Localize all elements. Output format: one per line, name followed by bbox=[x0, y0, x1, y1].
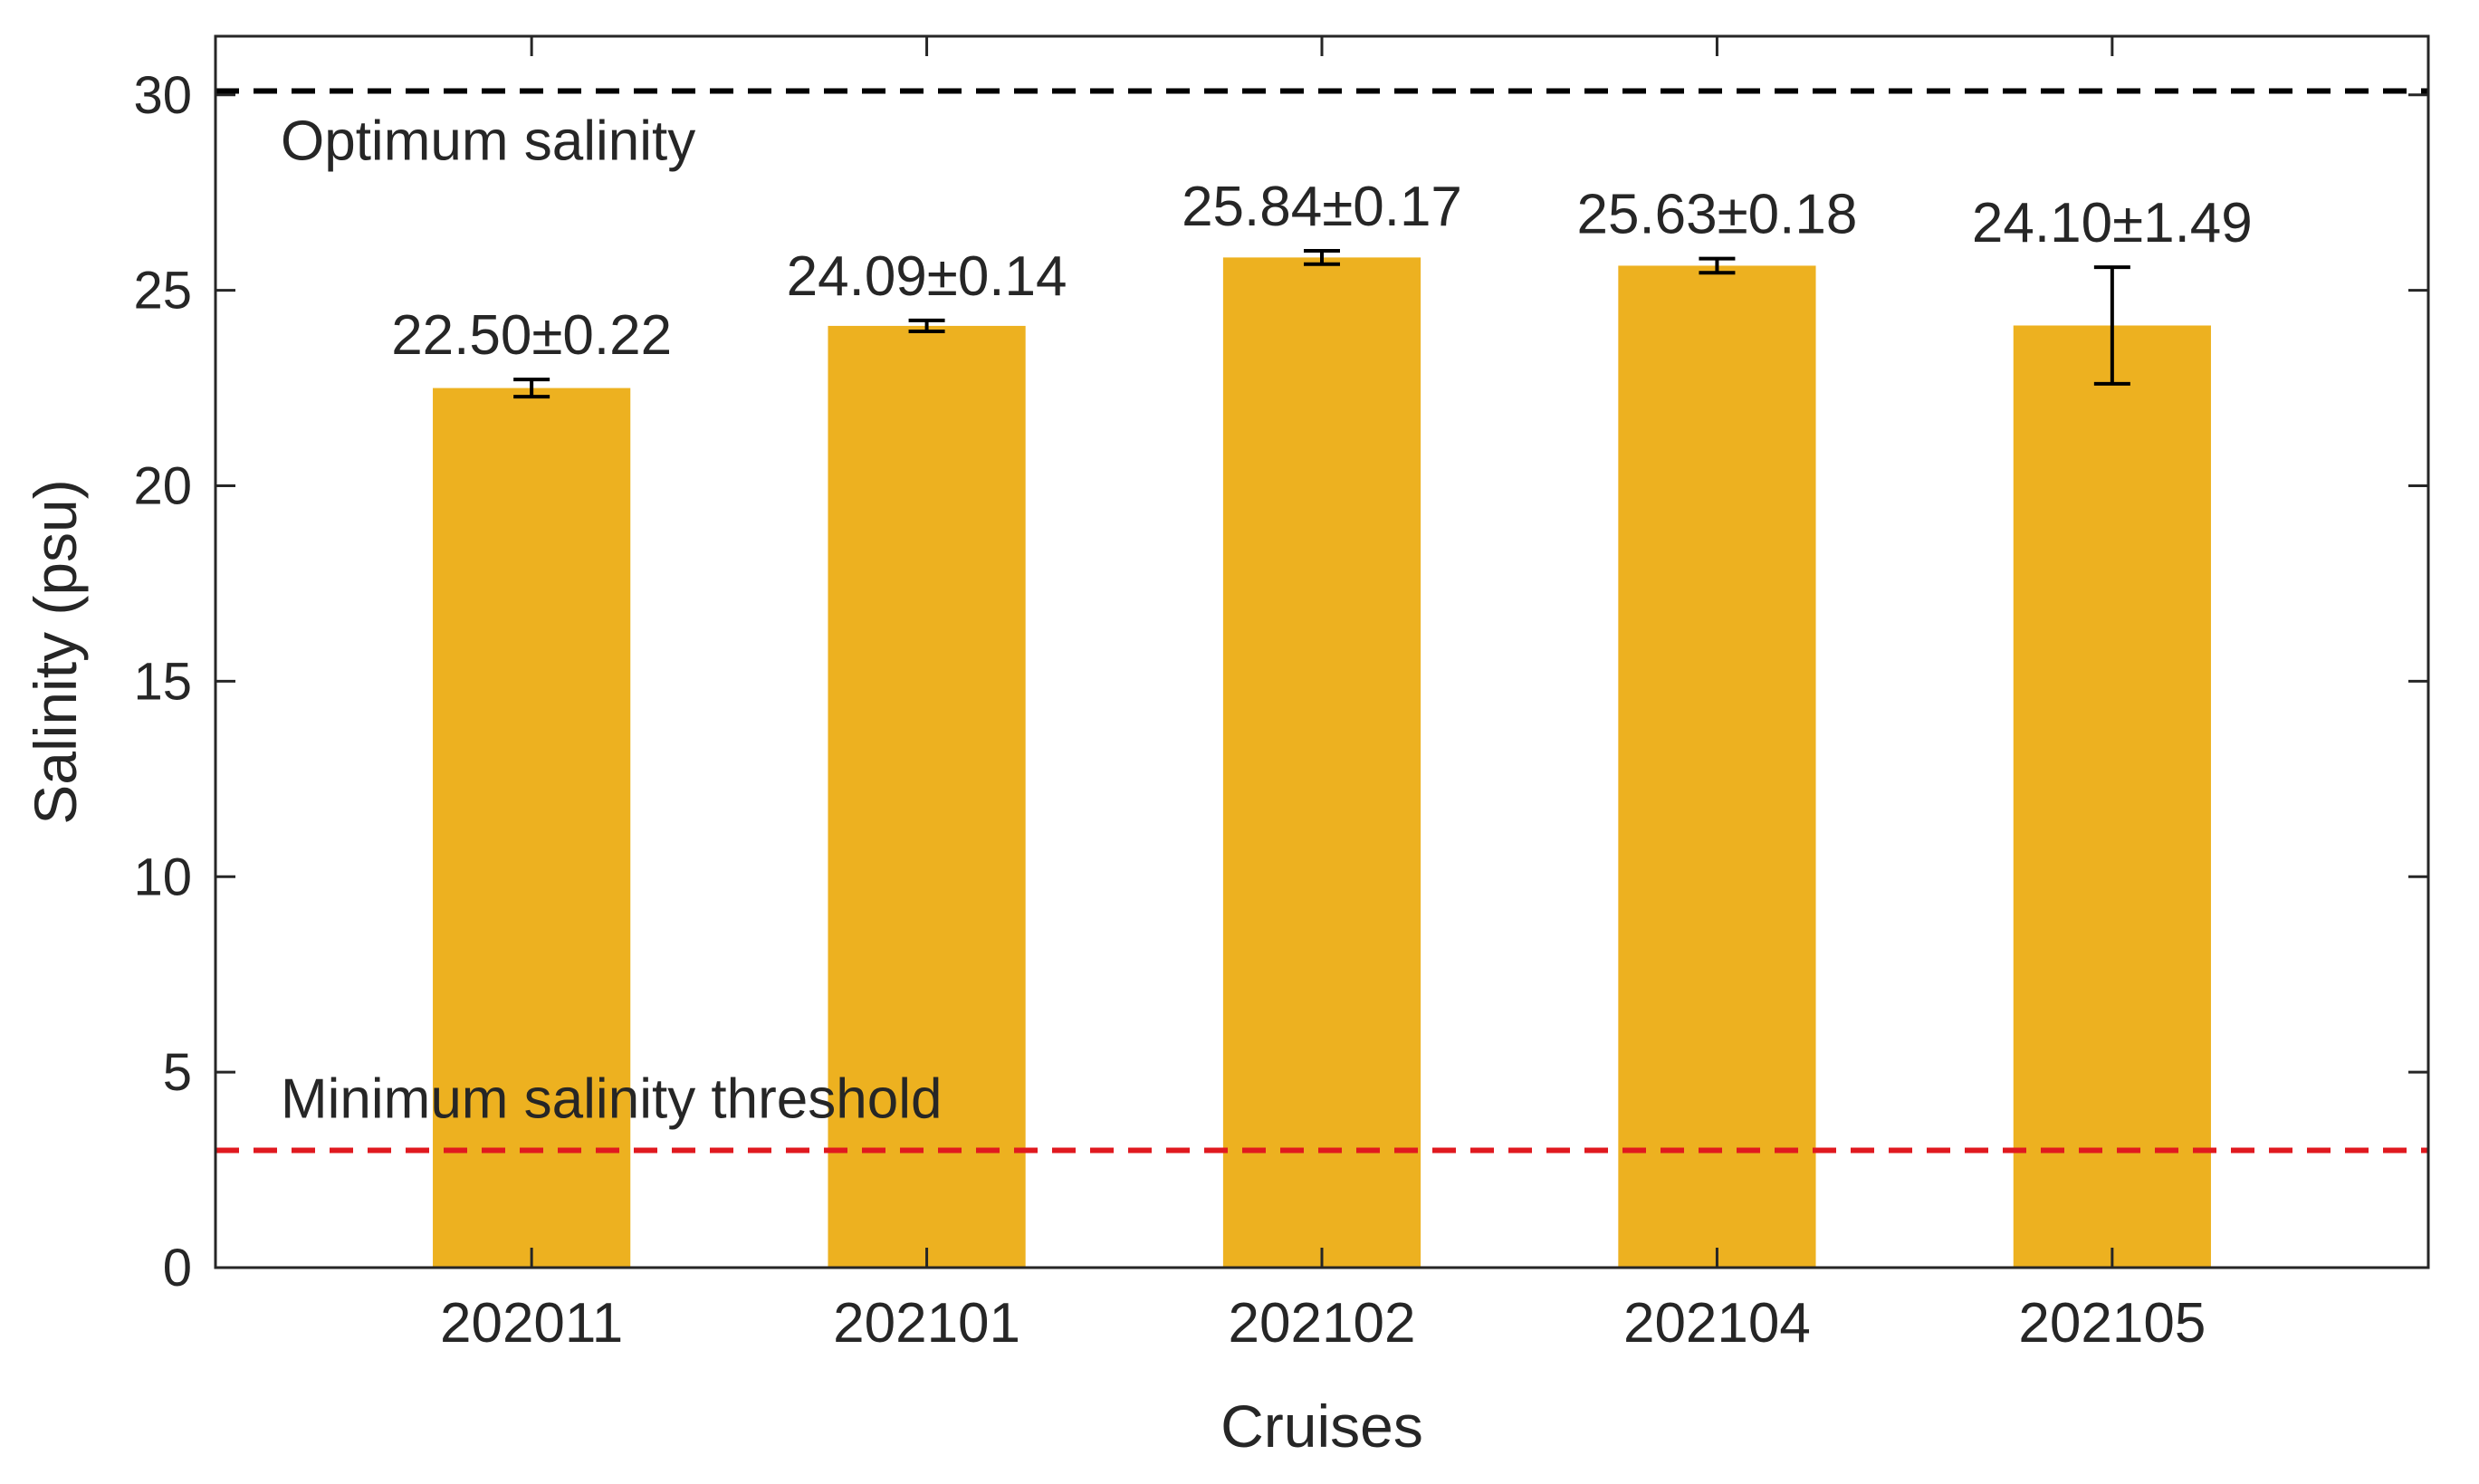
reference-label-optimum: Optimum salinity bbox=[281, 110, 695, 172]
y-tick-label-5: 5 bbox=[163, 1043, 192, 1102]
data-label-202011: 22.50±0.22 bbox=[391, 304, 672, 367]
reference-lines-group bbox=[215, 88, 2428, 1154]
x-axis-title: Cruises bbox=[1220, 1393, 1423, 1460]
data-label-202104: 25.63±0.18 bbox=[1576, 184, 1857, 246]
bar-202102 bbox=[1222, 257, 1421, 1268]
bar-202101 bbox=[828, 325, 1026, 1268]
axes-group: 0 5 10 15 20 25 30 202011 202101 202102 202104 2021… bbox=[133, 34, 2430, 1355]
data-label-202102: 25.84±0.17 bbox=[1182, 176, 1462, 238]
bar-202011 bbox=[433, 388, 631, 1269]
x-tick-label-202105: 202105 bbox=[2018, 1292, 2206, 1355]
labels-group: 22.50±0.22 24.09±0.14 25.84±0.17 25.63±0.18… bbox=[22, 110, 2253, 1460]
y-tick-label-10: 10 bbox=[133, 847, 192, 906]
x-tick-label-202011: 202011 bbox=[440, 1292, 623, 1355]
bar-202104 bbox=[1618, 265, 1816, 1268]
reference-label-minimum: Minimum salinity threshold bbox=[281, 1068, 942, 1130]
y-tick-label-15: 15 bbox=[133, 652, 192, 711]
data-label-202105: 24.10±1.49 bbox=[1972, 192, 2253, 254]
data-label-202101: 24.09±0.14 bbox=[787, 245, 1067, 308]
y-axis-title: Salinity (psu) bbox=[22, 479, 89, 824]
bar-202105 bbox=[2013, 325, 2211, 1268]
bars-group bbox=[433, 257, 2211, 1269]
error-bars-group bbox=[513, 249, 2130, 399]
x-tick-label-202104: 202104 bbox=[1623, 1292, 1811, 1355]
x-tick-label-202101: 202101 bbox=[833, 1292, 1020, 1355]
y-tick-label-20: 20 bbox=[133, 457, 192, 516]
x-tick-label-202102: 202102 bbox=[1229, 1292, 1416, 1355]
y-tick-label-25: 25 bbox=[133, 262, 192, 321]
y-tick-label-30: 30 bbox=[133, 66, 192, 125]
y-tick-label-0: 0 bbox=[163, 1239, 192, 1297]
